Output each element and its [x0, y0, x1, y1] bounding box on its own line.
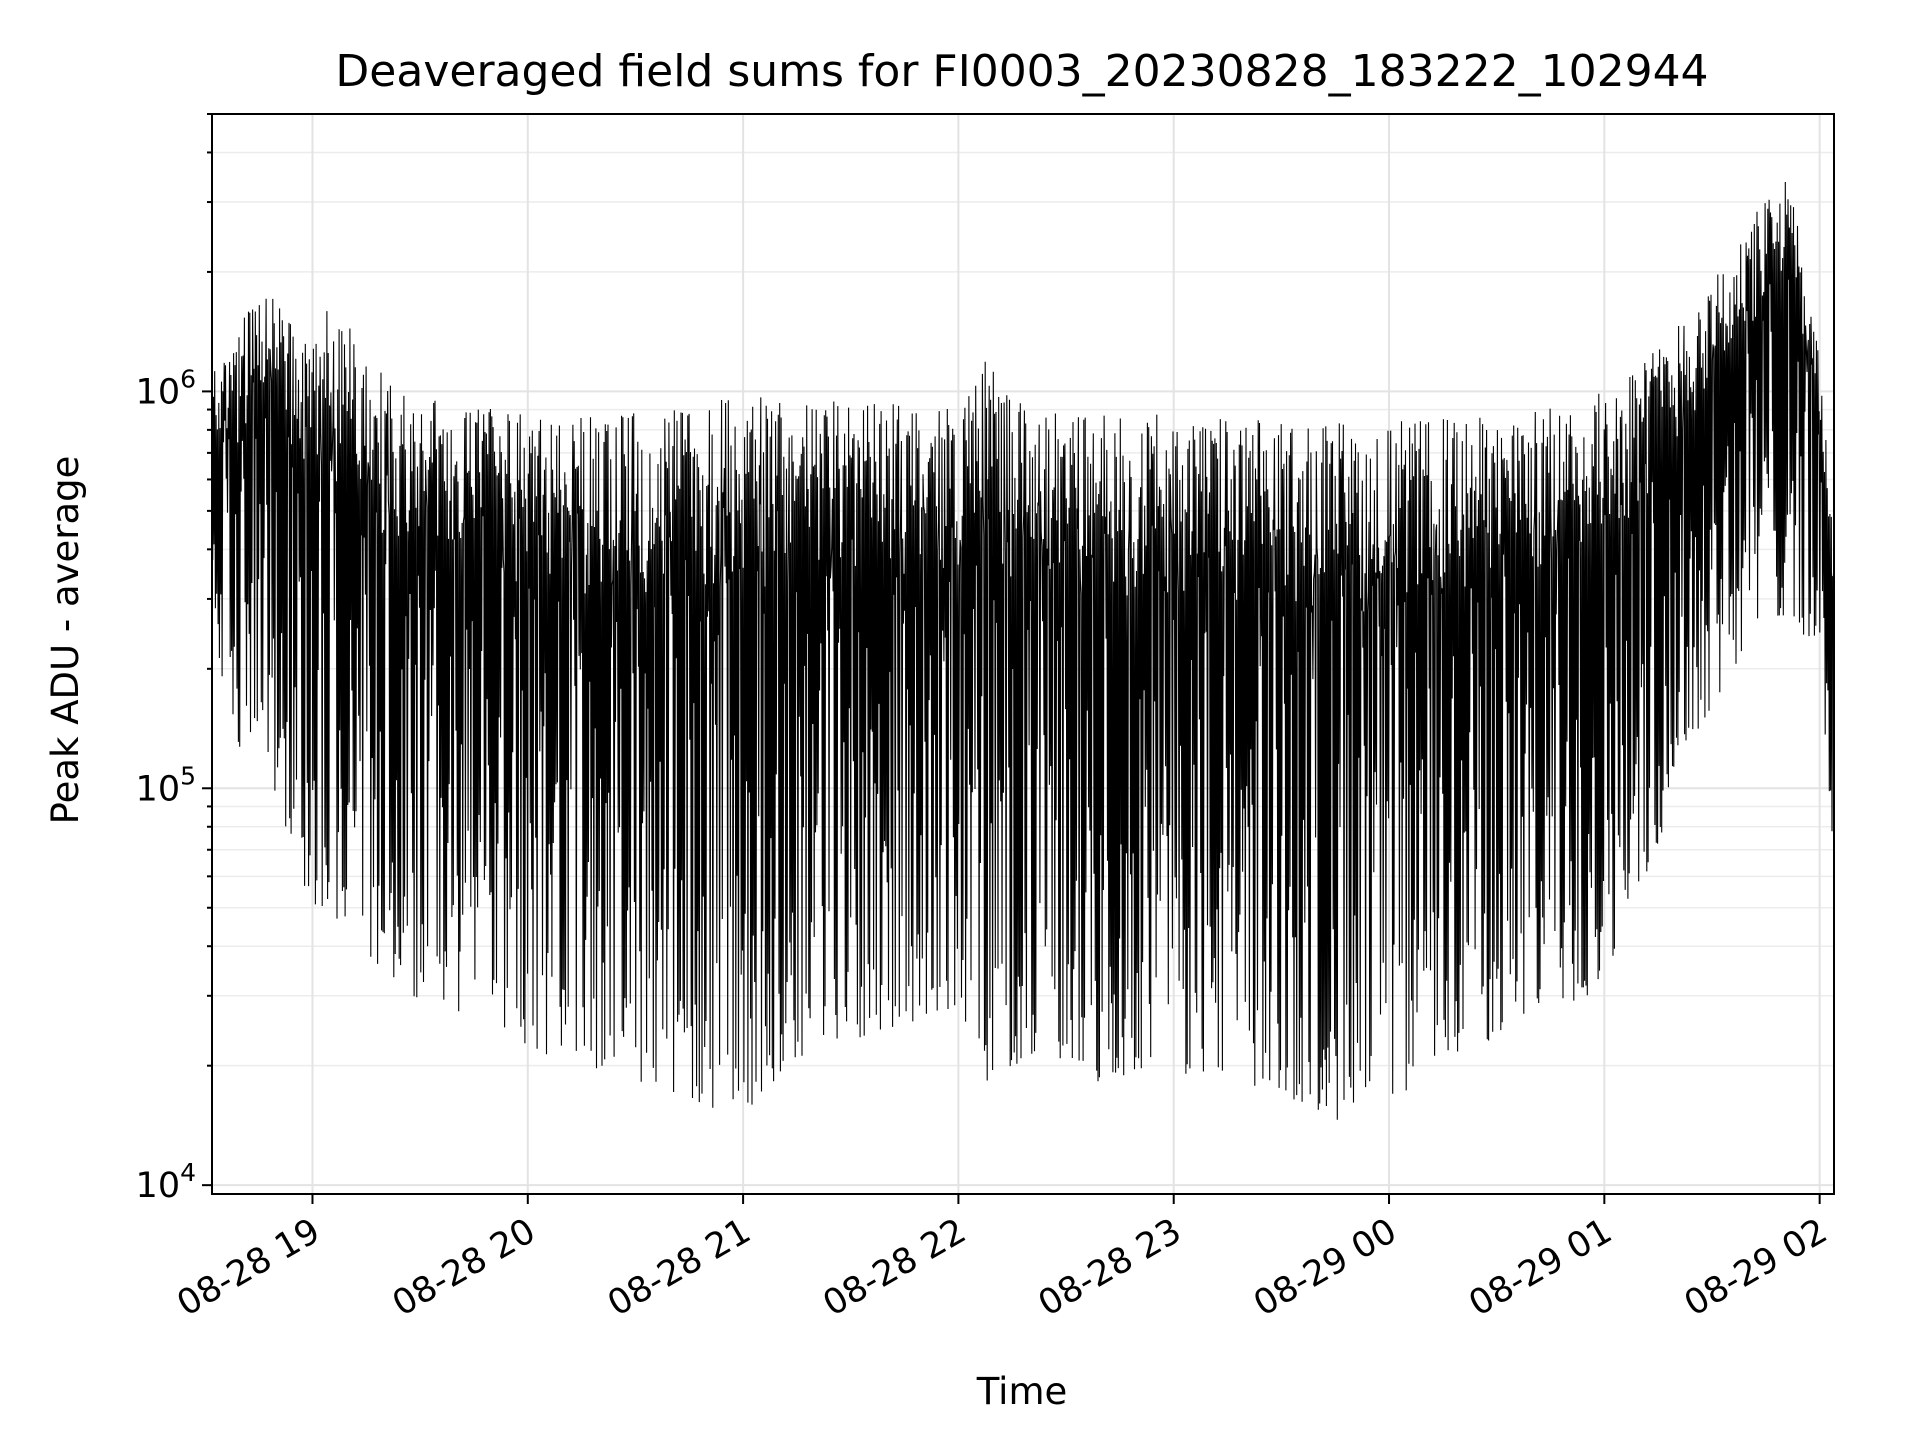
y-tick-label: 104	[136, 1158, 196, 1206]
y-axis-label: Peak ADU - average	[44, 456, 87, 825]
x-axis: 08-28 19 08-28 20 08-28 21 08-28 22 08-28 23…	[171, 1194, 1834, 1324]
series-layer	[211, 181, 1835, 1120]
x-tick-label: 08-28 22	[817, 1211, 973, 1324]
x-tick-label: 08-29 01	[1463, 1211, 1619, 1324]
y-tick-label: 105	[136, 761, 196, 809]
x-tick-label: 08-28 20	[386, 1211, 542, 1324]
plot-frame	[211, 113, 1835, 1195]
y-axis: 104 105 106	[136, 113, 212, 1206]
chart-title: Deaveraged field sums for FI0003_2023082…	[335, 46, 1708, 97]
x-tick-label: 08-29 02	[1678, 1211, 1834, 1324]
y-tick-label: 106	[136, 364, 196, 412]
x-tick-label: 08-28 23	[1032, 1211, 1188, 1324]
series-line	[211, 181, 1835, 1120]
x-tick-label: 08-28 21	[601, 1211, 757, 1324]
x-tick-label: 08-28 19	[171, 1211, 327, 1324]
x-axis-label: Time	[976, 1370, 1068, 1413]
x-tick-label: 08-29 00	[1247, 1211, 1403, 1324]
